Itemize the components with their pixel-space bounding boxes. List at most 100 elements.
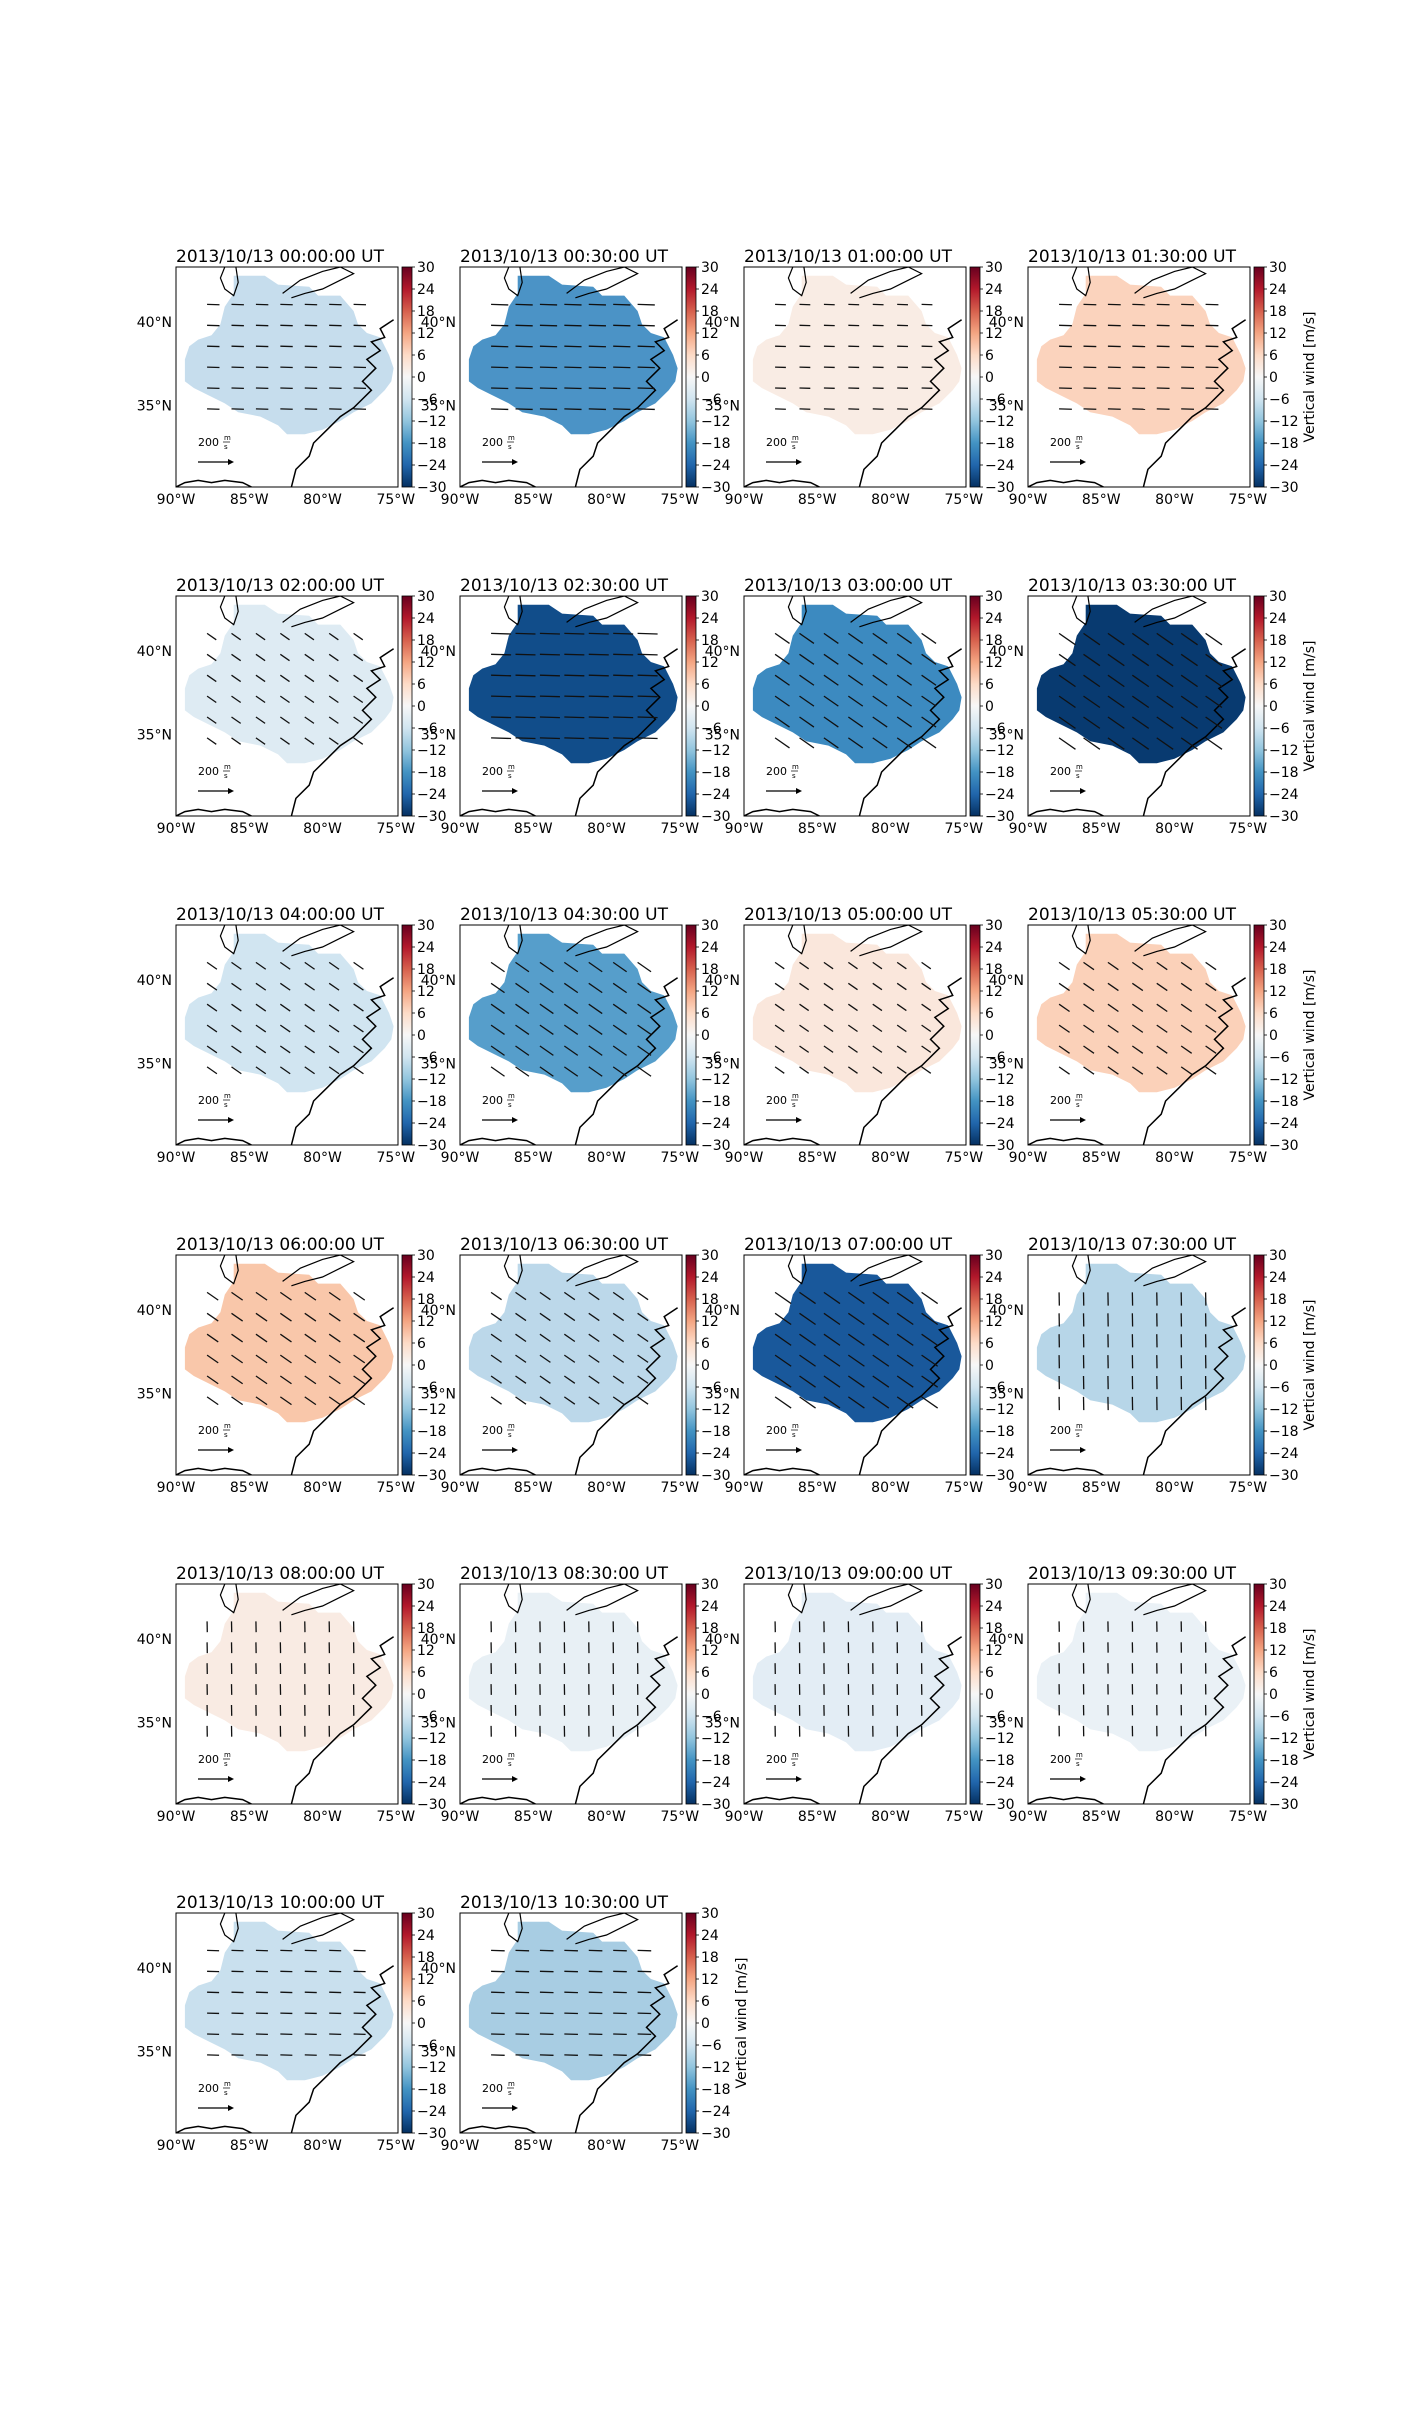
wind-arrow (1180, 982, 1193, 992)
wind-arrow (564, 737, 585, 740)
colorbar-tick-label: 0 (985, 1028, 994, 1044)
reference-arrow-head (1080, 1117, 1086, 1123)
colorbar-tick-label: −6 (701, 721, 722, 737)
map-contents: 200 ms (744, 596, 963, 816)
map-panel: 2013/10/13 02:30:00 UT 200 ms 90°W 85°W 80°W 7… (421, 576, 731, 837)
x-tick-label: 80°W (1155, 492, 1194, 508)
coastline (787, 925, 807, 955)
wind-arrow (613, 695, 634, 698)
reference-unit-denominator: s (508, 1431, 512, 1439)
wind-arrow (255, 632, 266, 641)
wind-arrow (1083, 695, 1101, 709)
coastline (744, 1137, 820, 1145)
wind-arrow (637, 1066, 652, 1077)
wind-arrow (612, 961, 627, 973)
wind-arrow (847, 695, 864, 707)
colorbar-tick-label: 30 (701, 260, 719, 276)
x-tick-label: 85°W (514, 1150, 553, 1166)
wind-arrow (847, 1003, 858, 1012)
wind-arrow (637, 1291, 649, 1301)
wind-arrow (774, 1003, 785, 1012)
map-panel: 2013/10/13 00:30:00 UT 200 ms 90°W 85°W 80°W 7… (421, 247, 731, 508)
map-axes-frame (175, 924, 399, 1146)
y-tick-label: 40°N (989, 973, 1024, 989)
colorbar-tick-label: −30 (417, 1797, 447, 1813)
map-panel: 2013/10/13 04:30:00 UT 200 ms 90°W 85°W 80°W 7… (421, 905, 731, 1166)
wind-arrow (823, 1291, 841, 1305)
colorbar-tick-label: 0 (701, 699, 710, 715)
wind-arrow (279, 1354, 292, 1364)
wind-arrow (539, 1066, 554, 1077)
wind-arrow (353, 1003, 364, 1012)
colorbar-tick-label: 6 (985, 1665, 994, 1681)
coastline (1142, 1307, 1247, 1475)
x-tick-label: 75°W (376, 2138, 415, 2154)
reference-unit-denominator: s (1076, 1431, 1080, 1439)
map-panel: 2013/10/13 09:30:00 UT 200 ms 90°W 85°W 80°W 7… (989, 1564, 1318, 1825)
colorbar-tick-label: 0 (985, 1687, 994, 1703)
wind-arrow (799, 1375, 816, 1388)
wind-arrow (304, 961, 315, 970)
coastline (1071, 267, 1091, 297)
wind-arrow (353, 695, 364, 704)
y-tick-label: 40°N (421, 1303, 456, 1319)
colorbar-tick-label: −24 (985, 1446, 1015, 1462)
coastline (858, 1307, 963, 1475)
x-tick-label: 90°W (725, 492, 764, 508)
wind-arrow (490, 1024, 505, 1035)
colorbar-tick-label: 6 (985, 348, 994, 364)
x-tick-label: 75°W (944, 492, 983, 508)
colorbar-tick-label: −6 (417, 2038, 438, 2054)
wind-arrow (847, 982, 858, 991)
reference-arrow-head (512, 2105, 518, 2111)
x-tick-label: 90°W (157, 492, 196, 508)
wind-arrow (588, 653, 609, 656)
x-tick-label: 80°W (1155, 1480, 1194, 1496)
y-tick-label: 35°N (137, 1057, 172, 1073)
wind-arrow (304, 632, 315, 641)
wind-arrow (1107, 737, 1125, 750)
vertical-wind-field (752, 933, 962, 1093)
colorbar-tick-label: 0 (985, 370, 994, 386)
colorbar-tick-label: 30 (1269, 918, 1287, 934)
wind-arrow (515, 674, 536, 677)
colorbar-tick-label: 24 (1269, 1599, 1287, 1615)
wind-arrow (206, 1312, 219, 1322)
colorbar-tick-label: −6 (1269, 721, 1290, 737)
y-tick-label: 35°N (989, 1057, 1024, 1073)
coastline (219, 925, 239, 955)
colorbar-tick-label: 12 (701, 1643, 719, 1659)
wind-arrow (1083, 961, 1095, 971)
x-tick-label: 75°W (660, 821, 699, 837)
x-tick-label: 80°W (587, 1809, 626, 1825)
wind-arrow (328, 961, 340, 970)
wind-arrow (799, 1003, 810, 1012)
wind-arrow (799, 632, 815, 644)
wind-arrow (1205, 695, 1223, 709)
wind-arrow (1131, 1045, 1144, 1054)
wind-arrow (1058, 695, 1076, 709)
wind-arrow (231, 1045, 242, 1054)
reference-arrow-label: 200 (198, 1424, 219, 1437)
wind-arrow (613, 674, 634, 677)
wind-arrow (304, 1024, 315, 1033)
wind-arrow (353, 1291, 366, 1301)
colorbar-tick-label: −24 (1269, 1116, 1299, 1132)
wind-arrow (539, 345, 558, 348)
colorbar-tick-label: −24 (701, 787, 731, 803)
coastline (566, 1913, 639, 1945)
wind-arrow (637, 1312, 649, 1322)
x-tick-label: 75°W (1228, 821, 1267, 837)
y-tick-label: 35°N (705, 399, 740, 415)
wind-arrow (279, 961, 291, 970)
wind-arrow (564, 387, 582, 390)
x-tick-label: 75°W (376, 1809, 415, 1825)
wind-arrow (1131, 1066, 1144, 1075)
colorbar-tick-label: −18 (1269, 1094, 1299, 1110)
wind-arrow (353, 653, 364, 662)
reference-arrow-head (228, 1776, 234, 1782)
wind-arrow (774, 961, 785, 970)
wind-arrow (872, 1333, 890, 1346)
wind-arrow (774, 1024, 785, 1033)
wind-arrow (1156, 1045, 1168, 1054)
